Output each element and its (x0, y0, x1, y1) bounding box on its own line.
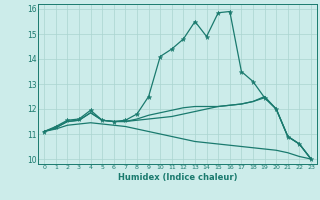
X-axis label: Humidex (Indice chaleur): Humidex (Indice chaleur) (118, 173, 237, 182)
